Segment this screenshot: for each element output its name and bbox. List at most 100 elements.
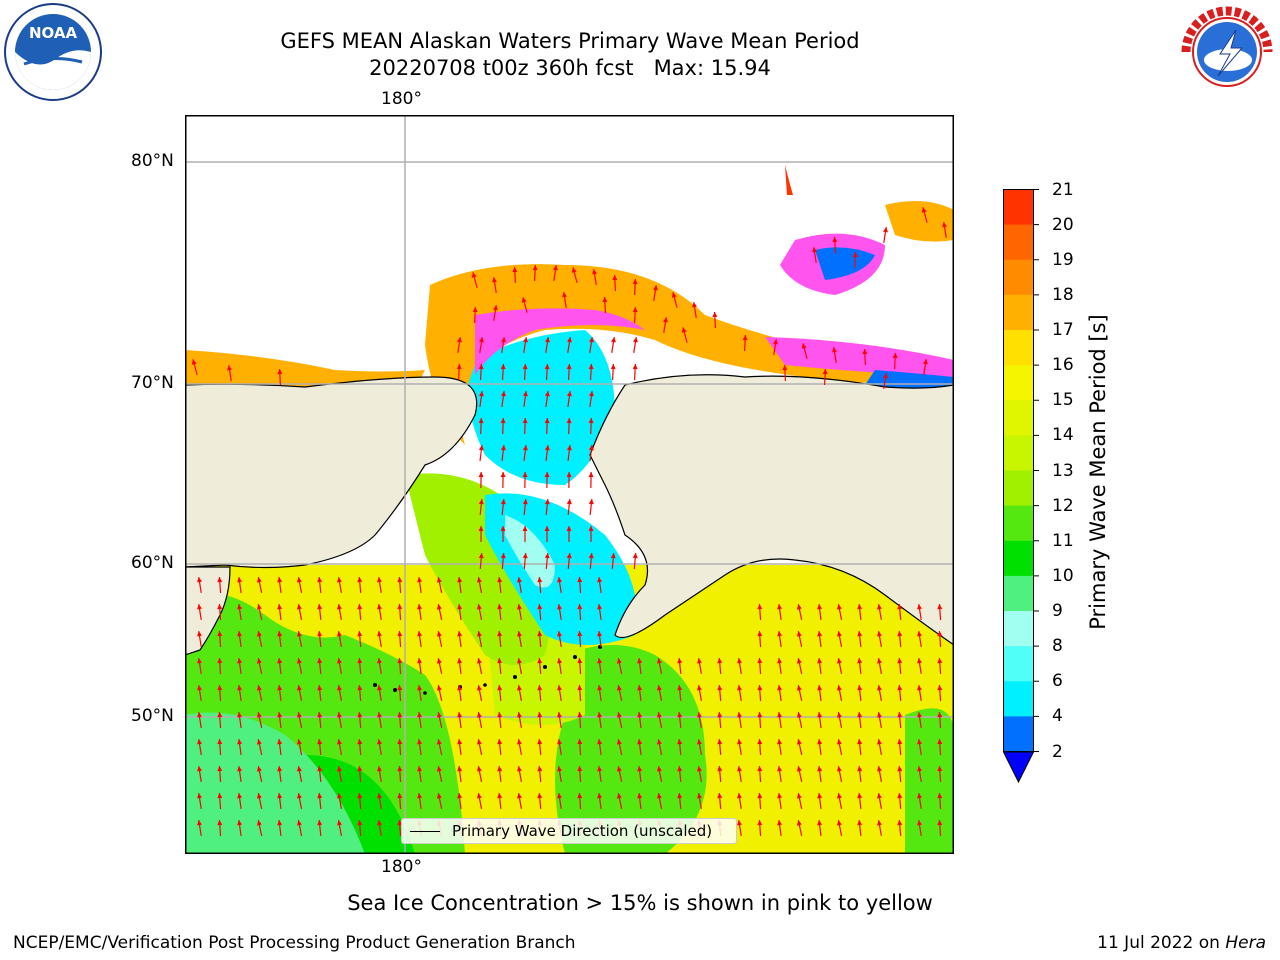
- wave-arrow-head: [544, 445, 550, 451]
- wave-arrow-head: [476, 739, 482, 745]
- wave-arrow-head: [917, 604, 922, 610]
- wave-arrow-head: [537, 631, 543, 637]
- wave-arrow-head: [537, 658, 543, 664]
- wave-arrow-head: [897, 631, 903, 637]
- wave-arrow-head: [237, 739, 243, 745]
- wave-arrow-head: [517, 766, 522, 772]
- wave-arrow-head: [597, 658, 603, 664]
- colorbar-tick-label: 18: [1052, 284, 1074, 305]
- wave-arrow-head: [857, 685, 863, 691]
- wave-arrow-head: [616, 658, 622, 664]
- wave-arrow-head: [472, 307, 478, 313]
- colorbar-tick-label: 20: [1052, 214, 1074, 235]
- wave-arrow-head: [777, 631, 783, 637]
- wave-arrow-head: [577, 739, 583, 745]
- wave-arrow-head: [737, 739, 742, 745]
- colorbar-tick-label: 17: [1052, 320, 1074, 340]
- colorbar-band: [1003, 611, 1034, 647]
- wave-arrow-head: [616, 739, 622, 745]
- wave-arrow-head: [557, 577, 562, 583]
- wave-arrow-head: [217, 658, 223, 664]
- wave-arrow-head: [197, 577, 202, 583]
- wave-arrow-head: [377, 604, 382, 610]
- wave-arrow-head: [836, 820, 842, 826]
- wave-arrow-head: [796, 631, 802, 637]
- wave-arrow-head: [436, 577, 442, 583]
- wave-arrow-head: [337, 739, 342, 745]
- wave-arrow-head: [457, 658, 463, 664]
- wave-arrow-head: [637, 685, 643, 691]
- wave-arrow-head: [717, 712, 723, 718]
- wave-arrow-head: [757, 739, 763, 745]
- wave-arrow-head: [857, 631, 863, 637]
- wave-arrow-head: [296, 658, 302, 664]
- colorbar-tick-label: 8: [1052, 636, 1063, 657]
- wave-arrow-head: [717, 793, 723, 799]
- wave-arrow-head: [417, 739, 423, 745]
- wave-arrow-head: [497, 685, 503, 691]
- wave-arrow-head: [517, 577, 522, 583]
- wave-arrow-head: [616, 793, 622, 799]
- wave-arrow-head: [566, 364, 572, 370]
- wave-arrow-head: [917, 658, 922, 664]
- wave-arrow-head: [937, 658, 943, 664]
- wave-arrow-head: [942, 222, 947, 228]
- wave-arrow-head: [717, 685, 723, 691]
- wave-arrow-head: [883, 373, 888, 379]
- chart-title: GEFS MEAN Alaskan Waters Primary Wave Me…: [280, 29, 860, 53]
- wave-arrow-head: [597, 766, 603, 772]
- wave-arrow-head: [917, 820, 922, 826]
- wave-arrow-head: [757, 793, 763, 799]
- wave-arrow-head: [877, 739, 882, 745]
- wave-arrow-head: [237, 658, 243, 664]
- wave-arrow-head: [611, 337, 616, 343]
- wave-arrow-head: [571, 267, 577, 273]
- colorbar-tick-label: 10: [1052, 565, 1074, 586]
- wave-direction-arrows: [191, 207, 947, 837]
- colorbar-band: [1003, 435, 1034, 471]
- wave-arrow-head: [566, 418, 572, 424]
- wave-arrow-head: [397, 712, 403, 718]
- legend-text: Primary Wave Direction (unscaled): [452, 822, 713, 840]
- wave-arrow-head: [597, 577, 603, 583]
- wave-arrow-head: [656, 766, 662, 772]
- wave-period-map: [185, 115, 954, 854]
- wave-arrow-head: [377, 793, 382, 799]
- wave-arrow-head: [857, 658, 863, 664]
- wave-arrow-head: [523, 337, 528, 343]
- wave-arrow-head: [616, 766, 622, 772]
- wave-arrow-head: [577, 712, 583, 718]
- wave-arrow-head: [217, 604, 223, 610]
- wave-arrow-head: [256, 685, 262, 691]
- wave-arrow-head: [712, 312, 718, 318]
- noaa-logo-icon: NOAA: [4, 3, 102, 101]
- wave-arrow-head: [697, 658, 702, 664]
- wave-arrow-head: [337, 766, 342, 772]
- colorbar-tick-label: 21: [1052, 179, 1074, 200]
- colorbar-band: [1003, 575, 1034, 612]
- lat-label-80: 80°N: [131, 151, 174, 171]
- wave-arrow-head: [877, 712, 882, 718]
- colorbar-band: [1003, 540, 1034, 577]
- wave-arrow-head: [296, 712, 302, 718]
- wave-arrow-head: [317, 712, 323, 718]
- wave-arrow-head: [357, 739, 363, 745]
- wave-arrow-head: [500, 418, 506, 424]
- wave-arrow-head: [500, 472, 506, 478]
- colorbar-extend-triangle: [1002, 751, 1035, 784]
- wave-arrow-head: [500, 553, 506, 559]
- wave-arrow-head: [337, 685, 342, 691]
- map-legend: Primary Wave Direction (unscaled): [401, 818, 737, 844]
- wave-arrow-head: [737, 793, 742, 799]
- wave-arrow-head: [897, 685, 903, 691]
- wave-arrow-head: [357, 766, 363, 772]
- wave-arrow-head: [897, 739, 903, 745]
- wave-arrow-head: [512, 267, 518, 273]
- colorbar-band: [1003, 505, 1034, 542]
- wave-arrow-head: [588, 418, 594, 424]
- wave-arrow-head: [782, 365, 788, 371]
- wave-arrow-head: [817, 766, 823, 772]
- wave-arrow-head: [197, 685, 202, 691]
- wave-arrow-head: [337, 658, 342, 664]
- wave-arrow-head: [566, 553, 572, 559]
